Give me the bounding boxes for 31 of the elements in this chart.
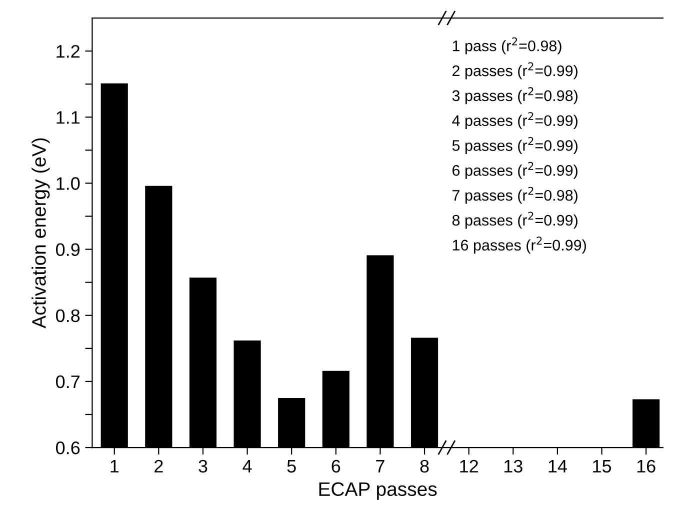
x-tick-label: 3 (198, 460, 208, 473)
annotation: 5 passes (r$^{2}$=0.99) (452, 137, 578, 154)
annotation: 8 passes (r$^{2}$=0.99) (452, 212, 578, 229)
x-tick-label: 7 (376, 460, 384, 472)
x-tick-label: 15 (593, 460, 612, 473)
x-tick-label: 1 (110, 460, 118, 472)
x-axis-title: ECAP passes (319, 482, 437, 500)
y-tick-label: 1.1 (56, 111, 80, 124)
y-tick-label: 1.2 (56, 45, 80, 58)
x-tick-label: 13 (504, 460, 522, 473)
x-tick-label: 5 (287, 460, 296, 473)
annotation: 1 pass (r$^{2}$=0.98) (452, 37, 562, 54)
annotation: 3 passes (r$^{2}$=0.98) (452, 87, 578, 104)
x-tick-label: 2 (154, 460, 163, 472)
y-axis-title: Activation energy (eV) (32, 138, 50, 328)
x-tick-label: 16 (637, 460, 656, 473)
x-tick-label: 12 (460, 460, 478, 472)
annotation: 7 passes (r$^{2}$=0.98) (452, 186, 578, 204)
annotation: 16 passes (r$^{2}$=0.99) (452, 236, 586, 254)
annotation: 4 passes (r$^{2}$=0.99) (452, 112, 578, 130)
x-tick-label: 14 (548, 460, 567, 472)
y-tick-label: 0.6 (56, 441, 80, 454)
y-tick-label: 0.9 (56, 243, 80, 256)
annotation: 6 passes (r$^{2}$=0.99) (452, 162, 578, 179)
y-tick-label: 1.0 (56, 177, 80, 190)
y-tick-label: 0.8 (56, 309, 80, 322)
annotation: 2 passes (r$^{2}$=0.99) (452, 62, 578, 80)
x-tick-label: 8 (420, 460, 429, 473)
x-tick-label: 4 (242, 460, 252, 472)
y-tick-label: 0.7 (56, 375, 80, 388)
x-tick-label: 6 (332, 460, 340, 473)
